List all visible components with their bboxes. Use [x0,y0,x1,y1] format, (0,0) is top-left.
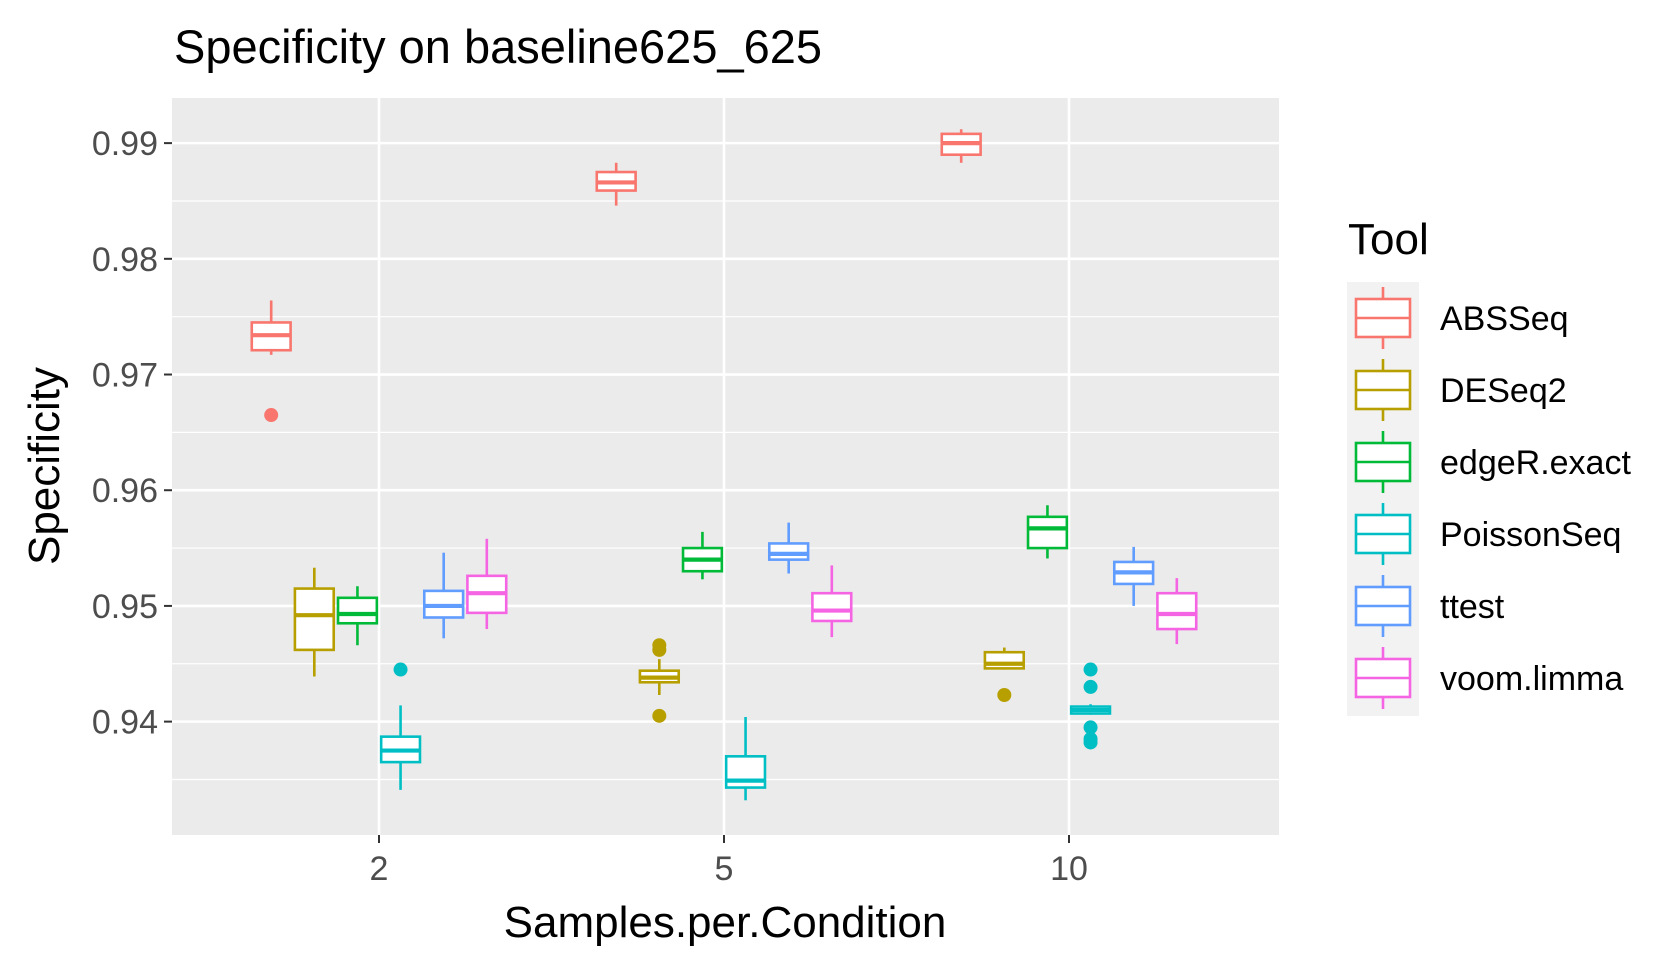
box-iqr [1156,591,1198,631]
box-iqr [724,755,767,789]
legend-item-edgeR.exact: edgeR.exact [1354,431,1631,493]
box-PoissonSeq-2 [379,662,422,790]
y-tick-label: 0.97 [92,357,158,395]
x-axis: 2 5 10 [370,835,1088,888]
boxplots [250,129,1198,801]
outlier-point [1083,731,1098,746]
box-ABSSeq-10 [940,129,982,163]
y-tick-label: 0.99 [92,125,158,163]
box-ttest-2 [422,552,465,639]
box-iqr [1026,515,1069,550]
box-iqr [983,650,1026,670]
box-iqr [336,596,379,625]
legend-item-ABSSeq: ABSSeq [1354,287,1569,349]
box-ttest-5 [767,522,810,574]
legend-item-DESeq2: DESeq2 [1354,359,1567,421]
y-tick-label: 0.95 [92,588,158,626]
box-iqr [811,591,853,623]
outlier-point [997,688,1012,703]
legend-label: ttest [1440,588,1505,626]
box-voom.limma-5 [811,565,853,638]
outlier-point [264,408,279,423]
outlier-point [652,708,667,723]
box-edgeR.exact-5 [681,531,724,580]
outlier-point [393,662,408,677]
box-iqr [293,587,336,652]
y-axis-title: Specificity [20,367,69,565]
outlier-point [1083,720,1098,735]
box-PoissonSeq-10 [1069,662,1112,750]
y-tick-label: 0.98 [92,241,158,279]
outlier-point [652,638,667,653]
legend-label: edgeR.exact [1440,444,1631,482]
box-ABSSeq-5 [595,162,637,206]
chart-title: Specificity on baseline625_625 [174,20,822,73]
legend-item-voom.limma: voom.limma [1354,647,1623,709]
box-iqr [767,542,810,561]
legend: Tool ABSSeq DESeq2 edgeR.exact PoissonSeq tt… [1347,215,1631,716]
y-tick-label: 0.94 [92,704,158,742]
outlier-point [1083,679,1098,694]
major-gridlines [172,98,1279,835]
box-DESeq2-2 [293,567,336,677]
legend-label: PoissonSeq [1440,516,1621,554]
x-tick-label: 2 [370,850,389,888]
box-DESeq2-10 [983,647,1026,703]
box-DESeq2-5 [638,638,681,723]
box-PoissonSeq-5 [724,716,767,801]
legend-label: ABSSeq [1440,300,1569,338]
legend-key-background [1347,282,1419,716]
legend-label: DESeq2 [1440,372,1567,410]
box-voom.limma-2 [466,538,508,630]
box-edgeR.exact-2 [336,586,379,646]
box-edgeR.exact-10 [1026,505,1069,559]
legend-label: voom.limma [1440,660,1623,698]
plot-panel [172,98,1279,835]
box-voom.limma-10 [1156,578,1198,645]
legend-title: Tool [1348,215,1429,264]
x-axis-title: Samples.per.Condition [504,898,947,947]
box-ttest-10 [1112,546,1155,606]
legend-item-ttest: ttest [1354,575,1505,637]
box-ABSSeq-2 [250,300,292,423]
x-tick-label: 10 [1050,850,1088,888]
y-tick-label: 0.96 [92,472,158,510]
outlier-point [1083,662,1098,677]
legend-item-PoissonSeq: PoissonSeq [1354,503,1621,565]
x-tick-label: 5 [715,850,734,888]
y-axis: 0.94 0.95 0.96 0.97 0.98 0.99 [92,125,172,742]
